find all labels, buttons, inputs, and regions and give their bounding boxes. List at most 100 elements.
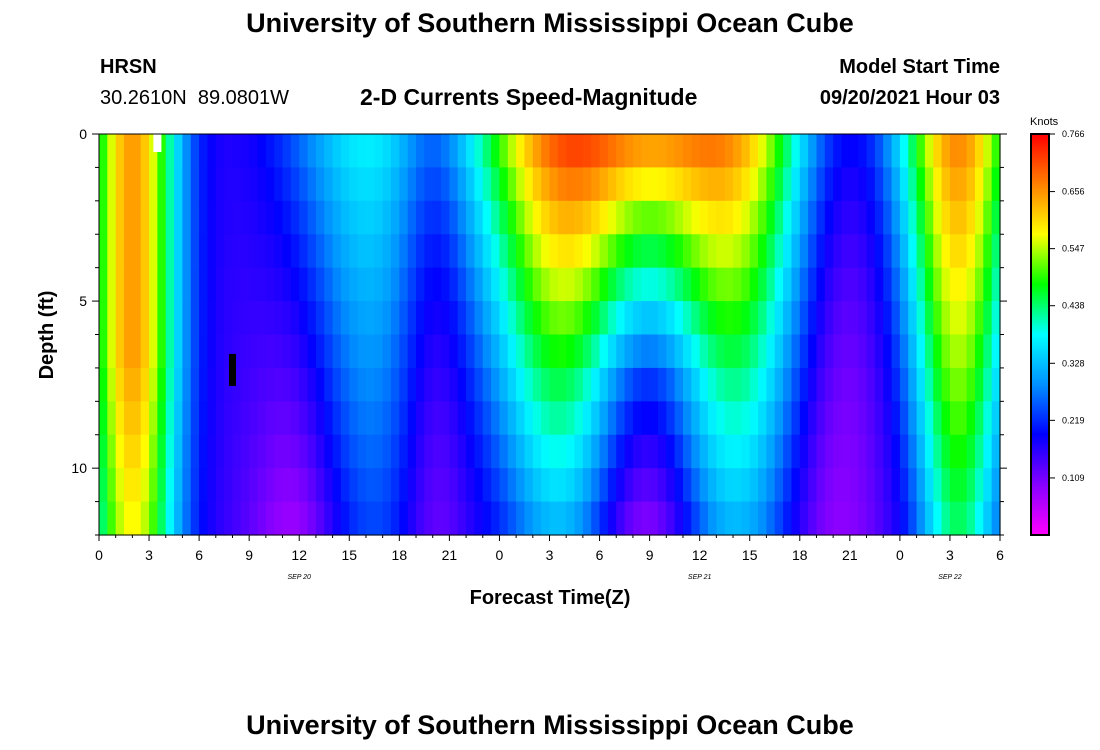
heatmap-cell: [315, 501, 325, 536]
heatmap-cell: [365, 434, 375, 469]
heatmap-cell: [941, 501, 951, 536]
heatmap-cell: [299, 301, 309, 336]
heatmap-cell: [374, 301, 384, 336]
heatmap-cell: [324, 234, 334, 269]
heatmap-cell: [399, 200, 409, 235]
heatmap-cell: [182, 501, 192, 536]
heatmap-cell: [407, 200, 417, 235]
heatmap-cell: [99, 301, 108, 336]
heatmap-cell: [332, 167, 342, 202]
heatmap-cell: [265, 167, 275, 202]
heatmap-cell: [666, 401, 676, 436]
heatmap-cell: [249, 167, 259, 202]
heatmap-cell: [349, 301, 359, 336]
heatmap-cell: [466, 468, 476, 503]
heatmap-cell: [165, 468, 175, 503]
heatmap-cell: [499, 167, 509, 202]
heatmap-cell: [582, 401, 592, 436]
heatmap-cell: [99, 334, 108, 369]
heatmap-cell: [674, 267, 684, 302]
heatmap-cell: [507, 200, 517, 235]
heatmap-cell: [199, 434, 209, 469]
heatmap-cell: [332, 434, 342, 469]
heatmap-cell: [516, 167, 526, 202]
heatmap-cell: [524, 367, 534, 402]
heatmap-cell: [808, 334, 818, 369]
heatmap-cell: [582, 301, 592, 336]
heatmap-cell: [699, 200, 709, 235]
heatmap-cell: [541, 200, 551, 235]
heatmap-cell: [424, 301, 434, 336]
heatmap-cell: [666, 267, 676, 302]
heatmap-cell: [724, 334, 734, 369]
heatmap-cell: [157, 134, 167, 169]
heatmap-cell: [616, 367, 626, 402]
heatmap-cell: [215, 134, 225, 169]
heatmap-cell: [866, 301, 876, 336]
heatmap-cell: [215, 434, 225, 469]
x-tick-label: 12: [692, 547, 708, 563]
heatmap-cell: [466, 267, 476, 302]
heatmap-cell: [324, 501, 334, 536]
heatmap-cell: [724, 301, 734, 336]
heatmap-cell: [724, 267, 734, 302]
heatmap-cell: [741, 167, 751, 202]
heatmap-cell: [466, 200, 476, 235]
heatmap-cell: [866, 468, 876, 503]
heatmap-cell: [207, 234, 217, 269]
heatmap-cell: [908, 401, 918, 436]
heatmap-cell: [99, 200, 108, 235]
heatmap-cell: [315, 234, 325, 269]
heatmap-cell: [324, 267, 334, 302]
heatmap-cell: [974, 501, 984, 536]
heatmap-cell: [616, 234, 626, 269]
heatmap-cell: [599, 334, 609, 369]
heatmap-cell: [616, 334, 626, 369]
heatmap-cell: [616, 167, 626, 202]
heatmap-cell: [399, 401, 409, 436]
heatmap-cell: [532, 334, 542, 369]
heatmap-cell: [908, 367, 918, 402]
heatmap-cell: [249, 501, 259, 536]
heatmap-cell: [883, 334, 893, 369]
heatmap-cell: [874, 401, 884, 436]
heatmap-cell: [591, 401, 601, 436]
heatmap-cell: [708, 167, 717, 202]
heatmap-cell: [407, 301, 417, 336]
heatmap-cell: [958, 134, 968, 169]
heatmap-cell: [691, 200, 701, 235]
heatmap-cell: [883, 134, 893, 169]
heatmap-cell: [424, 468, 434, 503]
heatmap-cell: [891, 501, 901, 536]
heatmap-cell: [933, 367, 943, 402]
heatmap-cell: [949, 434, 959, 469]
heatmap-cell: [808, 134, 818, 169]
heatmap-cell: [949, 301, 959, 336]
heatmap-cell: [432, 234, 442, 269]
x-date-label: SEP 21: [688, 574, 712, 581]
heatmap-cell: [349, 334, 359, 369]
heatmap-cell: [816, 434, 826, 469]
heatmap-cell: [365, 234, 375, 269]
heatmap-cell: [424, 334, 434, 369]
heatmap-cell: [482, 434, 492, 469]
heatmap-cell: [340, 334, 350, 369]
heatmap-cell: [908, 301, 918, 336]
heatmap-cell: [966, 334, 976, 369]
heatmap-cell: [674, 367, 684, 402]
heatmap-cell: [190, 334, 200, 369]
heatmap-cell: [499, 334, 509, 369]
heatmap-cell: [783, 501, 793, 536]
heatmap-cell: [824, 267, 834, 302]
heatmap-cell: [958, 468, 968, 503]
heatmap-cell: [549, 200, 559, 235]
heatmap-cell: [549, 134, 559, 169]
heatmap-cell: [733, 401, 742, 436]
heatmap-cell: [816, 267, 826, 302]
heatmap-cell: [215, 468, 225, 503]
heatmap-cell: [149, 401, 158, 436]
heatmap-cell: [432, 334, 442, 369]
heatmap-cell: [841, 401, 851, 436]
heatmap-cell: [532, 301, 542, 336]
heatmap-cell: [282, 468, 292, 503]
